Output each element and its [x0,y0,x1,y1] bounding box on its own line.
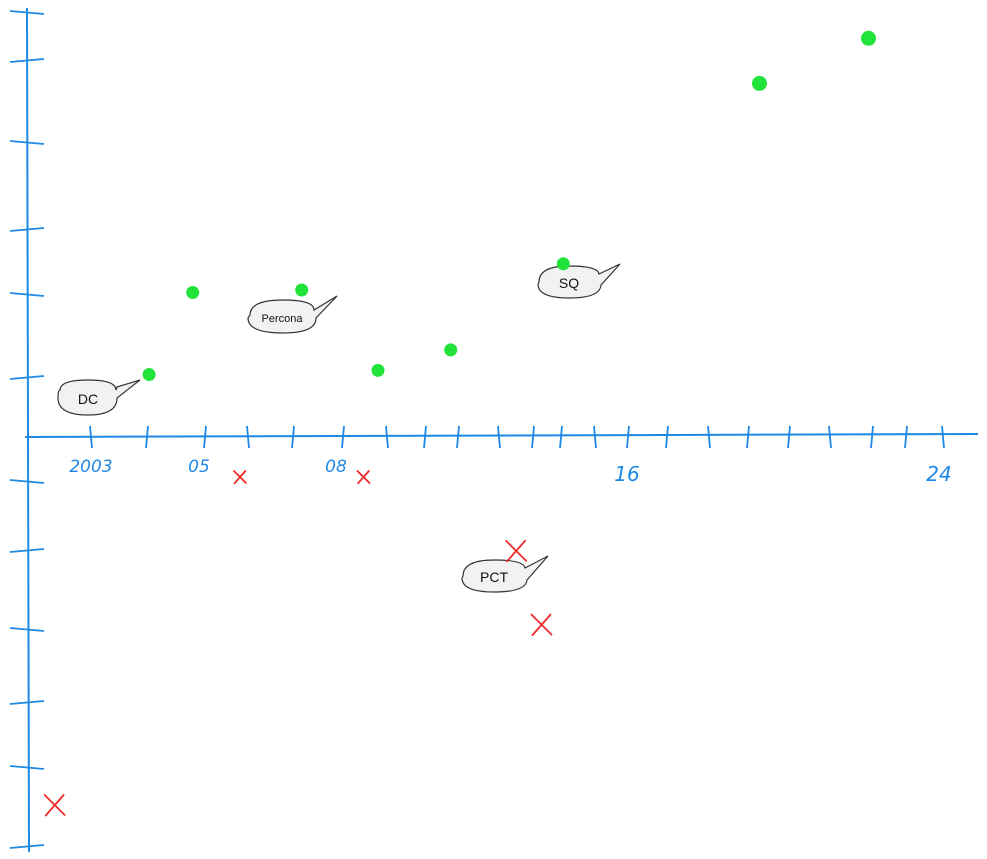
y-tick [9,140,45,145]
negative-point [233,470,247,485]
x-tick [665,425,669,449]
positive-point [861,30,876,46]
x-tick [89,425,93,449]
x-tick [531,425,535,449]
annotation-bubbles: DC Percona SQ PCT [57,263,621,593]
negative-point [356,470,371,485]
x-tick [746,425,750,449]
x-tick [828,425,832,449]
positive-point [752,75,767,91]
y-tick [9,627,45,632]
x-tick-label-05: 05 [188,457,210,477]
annotation-label-pct: PCT [480,569,508,585]
x-tick [941,425,945,449]
negative-point [505,539,527,563]
y-tick [9,375,45,380]
x-tick [341,425,345,449]
y-tick [9,700,45,705]
x-tick [145,425,149,449]
x-tick-label-2003: 2003 [69,457,112,477]
y-tick [9,844,45,849]
positive-series [142,30,876,381]
annotation-label-dc: DC [78,391,98,407]
y-tick [9,292,45,297]
y-tick [9,10,45,15]
x-tick [559,425,563,449]
y-axis [26,7,30,853]
negative-point [43,794,66,817]
positive-point [186,286,200,299]
x-tick [904,425,908,449]
y-tick [9,479,45,484]
x-tick [593,425,597,449]
x-tick-labels: 2003 05 08 16 24 [69,457,951,486]
y-tick [9,548,45,553]
positive-point [371,363,385,377]
positive-point [142,368,156,381]
negative-point [530,613,553,636]
x-tick [456,425,460,449]
y-ticks [9,10,45,849]
x-tick [385,425,389,449]
annotation-dc: DC [57,379,141,416]
axes [9,7,979,853]
x-tick [291,425,295,449]
negative-series [43,470,553,817]
positive-point [295,283,309,297]
x-tick-label-24: 24 [926,462,951,486]
annotation-percona: Percona [247,295,338,334]
x-tick [497,425,501,449]
x-tick [626,425,630,449]
y-tick [9,765,45,770]
x-tick-label-16: 16 [614,462,639,486]
annotation-sq: SQ [537,263,621,299]
x-tick [787,425,791,449]
x-tick [246,425,250,449]
x-tick [203,425,207,449]
y-tick [9,58,45,63]
y-tick [9,227,45,232]
x-tick-label-08: 08 [325,457,347,477]
x-ticks [89,425,945,449]
x-axis [24,433,979,438]
x-tick [423,425,427,449]
annotation-label-sq: SQ [559,275,579,291]
positive-point [556,257,570,271]
x-tick [707,425,711,449]
x-tick [870,425,874,449]
annotation-label-percona: Percona [262,313,304,325]
annotation-pct: PCT [461,555,549,593]
positive-point [444,343,458,357]
